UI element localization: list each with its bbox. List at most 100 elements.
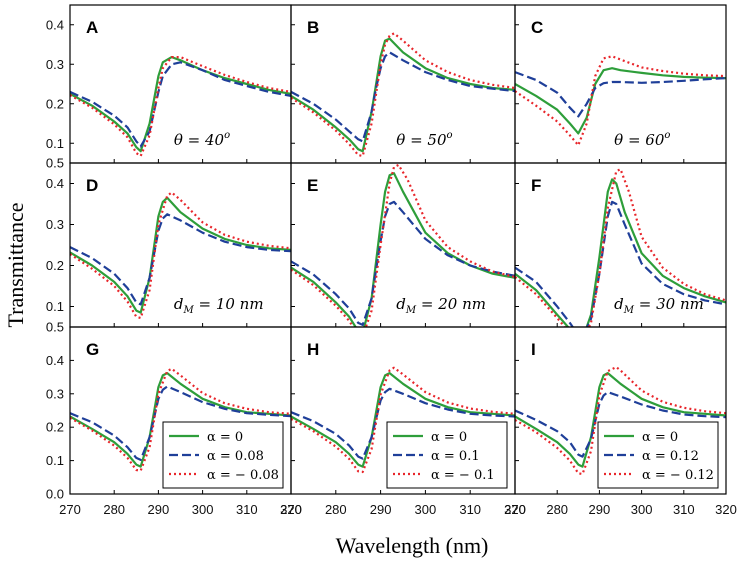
- panel-a: Aθ = 40o: [69, 4, 292, 164]
- x-axis-title: Wavelength (nm): [336, 533, 489, 558]
- series-line-h-0: [291, 372, 515, 468]
- x-tick-label: 290: [370, 502, 392, 517]
- x-tick-label: 270: [504, 502, 526, 517]
- series-line-a-0: [70, 56, 291, 153]
- panel-letter: H: [307, 340, 319, 359]
- legend-label: α = − 0.08: [207, 468, 279, 483]
- panel-h: Hα = 0 α = 0.1 α = − 0.1: [290, 326, 516, 495]
- x-tick-label: 280: [546, 502, 568, 517]
- y-tick-label: 0.4: [46, 176, 64, 191]
- panel-d: DdM = 10 nm: [69, 162, 292, 328]
- legend-label: α = − 0.1: [431, 468, 495, 483]
- y-tick-label: 0.4: [46, 353, 64, 368]
- series-line-c-1: [515, 71, 726, 118]
- x-tick-label: 290: [589, 502, 611, 517]
- series-line-b-2: [291, 32, 515, 157]
- panel-letter: A: [86, 18, 98, 37]
- legend-label: α = 0: [207, 430, 243, 445]
- legend: α = 0 α = 0.08 α = − 0.08: [162, 421, 284, 489]
- series-line-i-1: [515, 391, 726, 458]
- tick-labels: 0.1 0.2 0.3 0.4 0.5 0.1 0.2 0.3 0.4 0.5 0.0 0.1 0.2 0…: [46, 17, 737, 517]
- x-tick-label: 300: [631, 502, 653, 517]
- panel-f: FdM = 30 nm: [514, 162, 727, 328]
- series-line-d-1: [70, 213, 291, 306]
- x-tick-label: 320: [504, 502, 526, 517]
- series-line-b-0: [291, 37, 515, 153]
- x-tick-label: 310: [236, 502, 258, 517]
- series-line-d-0: [70, 196, 291, 314]
- y-tick-label: 0.5: [46, 320, 64, 335]
- panel-g: Gα = 0 α = 0.08 α = − 0.08: [69, 326, 292, 495]
- panel-letter: C: [531, 18, 543, 37]
- legend-label: α = − 0.12: [642, 468, 714, 483]
- y-tick-label: 0.1: [46, 136, 64, 151]
- series-line-f-0: [515, 178, 726, 327]
- y-tick-label: 0.4: [46, 17, 64, 32]
- series-line-h-2: [291, 366, 515, 474]
- series-line-h-1: [291, 387, 515, 460]
- x-tick-label: 310: [459, 502, 481, 517]
- series-line-f-1: [515, 200, 726, 327]
- series-line-b-1: [291, 51, 515, 143]
- y-tick-label: 0.3: [46, 57, 64, 72]
- panel-letter: B: [307, 18, 319, 37]
- series-line-a-2: [70, 56, 291, 157]
- series-line-g-0: [70, 372, 291, 468]
- x-tick-label: 320: [280, 502, 302, 517]
- panel-annotation: θ = 50o: [396, 130, 452, 149]
- panel-annotation: dM = 30 nm: [614, 295, 704, 316]
- legend-label: α = 0: [431, 430, 467, 445]
- y-tick-label: 0.2: [46, 420, 64, 435]
- series-line-g-2: [70, 367, 291, 472]
- y-tick-label: 0.2: [46, 96, 64, 111]
- panel-letter: I: [531, 340, 536, 359]
- x-tick-label: 300: [192, 502, 214, 517]
- y-tick-label: 0.0: [46, 487, 64, 502]
- panel-letter: G: [86, 340, 99, 359]
- panel-annotation: dM = 20 nm: [396, 295, 486, 316]
- panel-letter: F: [531, 176, 541, 195]
- x-tick-label: 280: [103, 502, 125, 517]
- panel-b: Bθ = 50o: [290, 4, 516, 164]
- panel-annotation: θ = 60o: [614, 130, 670, 149]
- series-line-c-2: [515, 55, 726, 147]
- series-line-g-1: [70, 385, 291, 461]
- legend-label: α = 0.08: [207, 449, 264, 464]
- legend: α = 0 α = 0.12 α = − 0.12: [597, 421, 719, 489]
- x-tick-label: 280: [325, 502, 347, 517]
- series-line-c-0: [515, 67, 726, 135]
- series-line-i-2: [515, 366, 726, 476]
- y-tick-label: 0.3: [46, 217, 64, 232]
- panel-i: Iα = 0 α = 0.12 α = − 0.12: [514, 326, 727, 495]
- x-tick-label: 290: [148, 502, 170, 517]
- panel-annotation: θ = 40o: [174, 130, 230, 149]
- legend-label: α = 0: [642, 430, 678, 445]
- panel-frame: [514, 326, 727, 495]
- x-tick-label: 300: [415, 502, 437, 517]
- y-axis-title: Transmittance: [3, 202, 28, 327]
- series-line-e-1: [291, 200, 515, 326]
- legend-label: α = 0.12: [642, 449, 699, 464]
- y-tick-label: 0.1: [46, 299, 64, 314]
- y-tick-label: 0.1: [46, 453, 64, 468]
- series-line-f-2: [515, 168, 726, 327]
- panel-letter: E: [307, 176, 318, 195]
- y-tick-label: 0.3: [46, 386, 64, 401]
- y-tick-label: 0.5: [46, 156, 64, 171]
- series-line-e-0: [291, 172, 515, 327]
- series-line-e-2: [291, 163, 515, 327]
- panel-c: Cθ = 60o: [514, 4, 727, 164]
- panel-annotation: dM = 10 nm: [174, 295, 264, 316]
- legend: α = 0 α = 0.1 α = − 0.1: [386, 421, 508, 489]
- series-line-a-1: [70, 61, 291, 148]
- x-tick-label: 270: [59, 502, 81, 517]
- legend-label: α = 0.1: [431, 449, 480, 464]
- panel-letter: D: [86, 176, 98, 195]
- series-line-i-0: [515, 372, 726, 468]
- x-tick-label: 310: [673, 502, 695, 517]
- x-tick-label: 320: [715, 502, 737, 517]
- x-tick-label: 270: [280, 502, 302, 517]
- y-tick-label: 0.2: [46, 258, 64, 273]
